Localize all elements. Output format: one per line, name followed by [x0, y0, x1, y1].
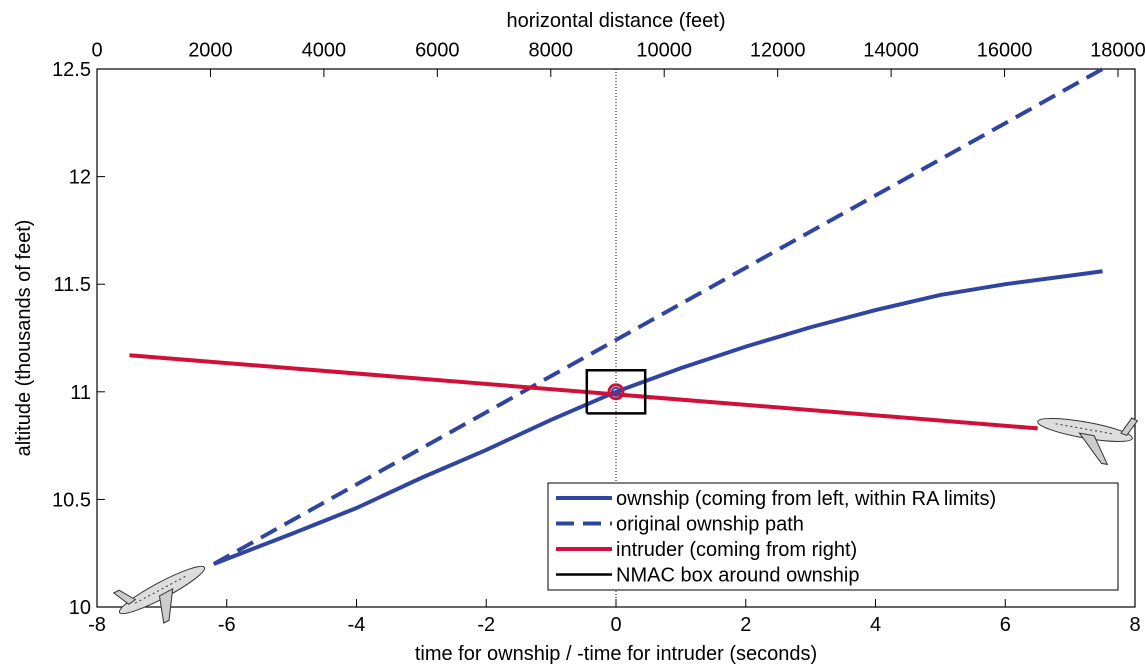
airplane-icon — [1037, 417, 1139, 466]
series-line — [213, 269, 1103, 566]
series-line — [129, 353, 1038, 431]
y-tick-label: 11.5 — [54, 274, 91, 296]
legend-label: NMAC box around ownship — [616, 565, 859, 587]
x-tick-label: -6 — [218, 614, 236, 636]
series-line — [212, 67, 1104, 566]
x2-tick-label: 14000 — [863, 39, 919, 61]
x2-tick-label: 16000 — [977, 39, 1033, 61]
legend: ownship (coming from left, within RA lim… — [547, 482, 1119, 591]
x-tick-label: 4 — [870, 614, 881, 636]
x-tick-label: 0 — [610, 614, 621, 636]
airplane-icon — [112, 565, 206, 624]
legend-label: ownship (coming from left, within RA lim… — [616, 488, 996, 510]
series-line — [585, 369, 647, 415]
x-tick-label: 2 — [740, 614, 751, 636]
x-tick-label: -2 — [477, 614, 495, 636]
x-tick-label: 6 — [1000, 614, 1011, 636]
x-tick-label: -4 — [348, 614, 366, 636]
y-tick-label: 10 — [69, 597, 91, 619]
y-tick-label: 12.5 — [52, 59, 91, 81]
x2-tick-label: 8000 — [529, 39, 574, 61]
x-tick-label: 8 — [1129, 614, 1140, 636]
y-axis-label: altitude (thousands of feet) — [13, 220, 35, 457]
legend-label: original ownship path — [616, 514, 804, 536]
x2-tick-label: 18000 — [1090, 39, 1146, 61]
x2-axis-label: horizontal distance (feet) — [506, 10, 725, 32]
x-axis-label: time for ownship / -time for intruder (s… — [415, 643, 817, 665]
x2-tick-label: 6000 — [415, 39, 460, 61]
x2-tick-label: 2000 — [188, 39, 233, 61]
x-tick-label: -8 — [88, 614, 106, 636]
y-tick-label: 12 — [69, 167, 91, 189]
y-tick-label: 11 — [70, 382, 91, 404]
marker-outer — [607, 383, 625, 401]
x2-tick-label: 0 — [91, 39, 102, 61]
x2-tick-label: 10000 — [636, 39, 692, 61]
x2-tick-label: 12000 — [750, 39, 806, 61]
legend-label: intruder (coming from right) — [616, 539, 857, 561]
x2-tick-label: 4000 — [302, 39, 347, 61]
marker-inner — [611, 386, 621, 397]
legend-box — [547, 482, 1119, 591]
y-tick-label: 10.5 — [52, 489, 91, 511]
